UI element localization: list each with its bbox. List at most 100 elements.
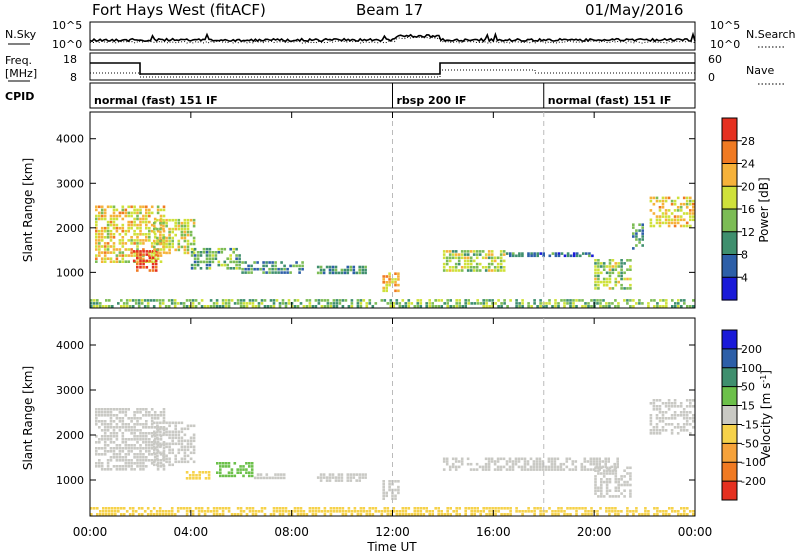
echo-cell <box>95 465 98 468</box>
echo-cell <box>442 460 446 463</box>
echo-cell <box>272 510 276 513</box>
echo-cell <box>332 305 336 308</box>
echo-cell <box>118 408 122 411</box>
echo-cell <box>358 265 361 269</box>
echo-cell <box>359 305 363 308</box>
echo-cell <box>451 250 455 253</box>
echo-cell <box>553 460 557 463</box>
echo-cell <box>626 510 629 513</box>
echo-cell <box>145 226 148 230</box>
echo-cell <box>649 402 653 405</box>
echo-cell <box>445 256 449 260</box>
echo-cell <box>658 215 662 218</box>
echo-cell <box>664 196 668 200</box>
echo-cell <box>419 510 423 513</box>
echo-cell <box>164 513 168 516</box>
echo-cell <box>658 206 662 209</box>
echo-cell <box>150 223 154 227</box>
echo-cell <box>95 254 98 257</box>
echo-cell <box>192 242 196 246</box>
echo-cell <box>614 268 618 271</box>
echo-cell <box>256 261 259 264</box>
echo-cell <box>115 229 119 233</box>
echo-cell <box>227 474 231 478</box>
echo-cell <box>594 478 597 481</box>
echo-cell <box>229 247 232 251</box>
echo-cell <box>182 507 186 510</box>
echo-cell <box>575 252 579 255</box>
echo-cell <box>124 408 128 411</box>
echo-cell <box>100 429 104 432</box>
echo-cell <box>121 226 125 230</box>
echo-cell <box>283 264 286 268</box>
echo-cell <box>442 262 446 266</box>
echo-cell <box>197 507 201 510</box>
nave-right-tick-top: 60 <box>708 53 722 66</box>
echo-cell <box>162 420 166 423</box>
echo-cell <box>451 256 455 260</box>
echo-cell <box>190 263 194 267</box>
echo-cell <box>171 463 174 467</box>
echo-cell <box>153 248 156 252</box>
echo-cell <box>614 507 617 510</box>
echo-cell <box>500 305 503 308</box>
echo-cell <box>377 510 381 513</box>
echo-cell <box>133 242 136 245</box>
echo-cell <box>100 245 104 248</box>
echo-cell <box>512 254 515 258</box>
echo-cell <box>156 414 160 417</box>
echo-cell <box>186 230 190 234</box>
echo-cell <box>661 429 665 432</box>
echo-cell <box>139 217 142 221</box>
echo-cell <box>186 442 190 446</box>
echo-cell <box>124 462 128 465</box>
echo-cell <box>100 414 104 417</box>
echo-cell <box>503 302 506 305</box>
echo-cell <box>193 260 197 264</box>
echo-cell <box>162 450 166 453</box>
echo-cell <box>121 441 125 444</box>
echo-cell <box>148 438 151 441</box>
echo-cell <box>661 420 665 423</box>
echo-cell <box>281 299 285 302</box>
echo-cell <box>350 299 354 302</box>
echo-cell <box>482 302 485 305</box>
colorbar-swatch <box>722 209 737 233</box>
echo-cell <box>109 426 113 429</box>
echo-cell <box>96 302 99 305</box>
echo-cell <box>282 476 286 480</box>
echo-cell <box>259 473 263 476</box>
echo-cell <box>112 223 116 227</box>
echo-cell <box>137 302 141 305</box>
x-tick-label: 08:00 <box>274 525 309 539</box>
echo-cell <box>446 305 449 308</box>
echo-cell <box>478 250 482 253</box>
echo-cell <box>494 513 497 516</box>
echo-cell <box>139 208 142 212</box>
echo-cell <box>673 224 677 228</box>
echo-cell <box>692 299 695 302</box>
echo-cell <box>282 473 286 476</box>
echo-cell <box>445 262 449 266</box>
echo-cell <box>177 439 181 443</box>
echo-cell <box>180 230 184 234</box>
echo-cell <box>301 264 304 268</box>
echo-cell <box>692 212 695 215</box>
echo-cell <box>268 476 271 480</box>
echo-cell <box>120 305 123 308</box>
echo-cell <box>590 305 593 308</box>
echo-cell <box>118 429 122 432</box>
echo-cell <box>475 269 479 272</box>
echo-cell <box>655 414 659 417</box>
echo-cell <box>183 221 187 225</box>
echo-cell <box>608 510 611 513</box>
echo-cell <box>448 250 452 253</box>
echo-cell <box>452 305 455 308</box>
echo-cell <box>139 211 142 215</box>
echo-cell <box>98 236 101 239</box>
echo-cell <box>446 507 449 510</box>
echo-cell <box>186 454 190 458</box>
echo-cell <box>521 254 524 258</box>
echo-cell <box>111 510 114 513</box>
echo-cell <box>597 265 600 268</box>
